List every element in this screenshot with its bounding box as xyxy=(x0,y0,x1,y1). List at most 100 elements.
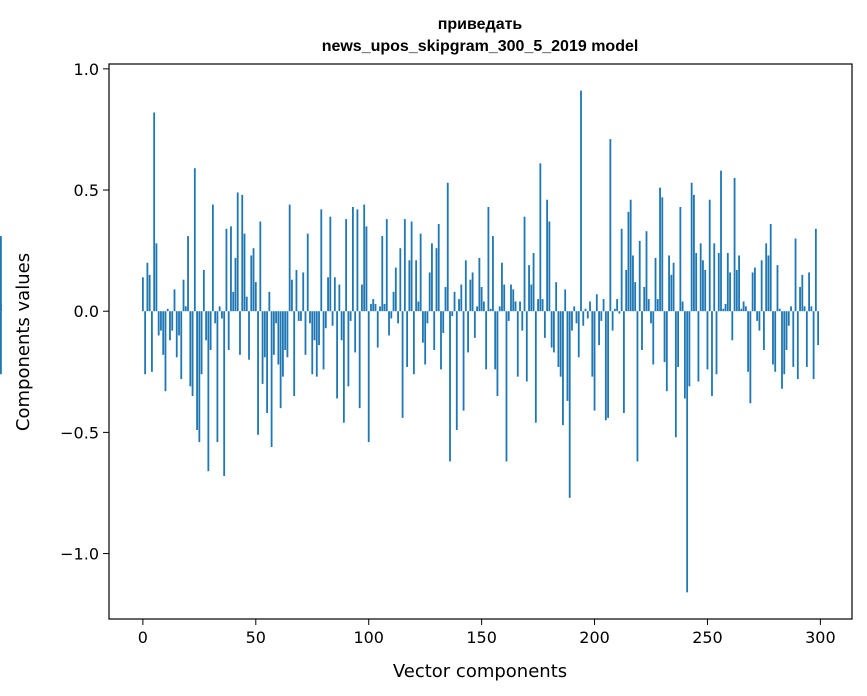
bar-128 xyxy=(431,243,433,312)
bar-129 xyxy=(433,311,436,350)
bar-132 xyxy=(440,311,442,370)
bar-295 xyxy=(808,272,810,312)
bar-33 xyxy=(216,311,219,443)
bar-246 xyxy=(697,311,700,382)
bar-28 xyxy=(205,311,208,341)
bar-202 xyxy=(598,311,600,346)
bar-174 xyxy=(534,311,537,423)
bar-184 xyxy=(557,311,560,367)
bar-1 xyxy=(144,311,147,375)
bar-178 xyxy=(543,311,546,338)
bar-177 xyxy=(541,299,544,312)
bar-157 xyxy=(496,311,499,397)
bar-226 xyxy=(652,311,655,365)
bar-287 xyxy=(790,306,792,312)
bar-102 xyxy=(372,299,375,312)
bar-82 xyxy=(327,277,329,312)
bar-195 xyxy=(582,311,585,326)
bar-46 xyxy=(245,296,248,312)
bar-12 xyxy=(169,311,171,341)
bar-13 xyxy=(171,311,174,331)
bar-85 xyxy=(333,277,336,312)
bar-274 xyxy=(760,260,763,312)
bar-44 xyxy=(241,194,244,312)
bar-10 xyxy=(164,311,167,392)
y-tick-label-4: −1.0 xyxy=(60,545,99,564)
bar-119 xyxy=(410,221,413,312)
bar-228 xyxy=(656,299,659,312)
bars xyxy=(0,90,820,593)
bar-171 xyxy=(528,265,530,312)
bar-104 xyxy=(376,311,379,348)
bar-153 xyxy=(487,206,490,312)
bar-214 xyxy=(625,270,628,312)
y-tick-label-3: −0.5 xyxy=(60,423,99,442)
bar-45 xyxy=(243,233,246,312)
bar-70 xyxy=(300,311,302,321)
bar-298 xyxy=(814,228,817,312)
bar-109 xyxy=(388,311,390,336)
bar-113 xyxy=(397,311,399,324)
bar-22 xyxy=(191,311,194,397)
x-tick-label-0: 0 xyxy=(138,628,148,647)
bar-84 xyxy=(331,311,334,326)
bar-96 xyxy=(358,311,361,409)
x-axis-ticks: 0 50 100 150 200 250 300 xyxy=(138,619,836,647)
bar-285 xyxy=(785,311,788,350)
bar-6 xyxy=(155,243,158,312)
bar-101 xyxy=(370,303,372,312)
bar-116 xyxy=(403,219,406,312)
bar-95 xyxy=(356,209,359,312)
bar-166 xyxy=(516,311,519,377)
bar-106 xyxy=(381,236,384,312)
bar-3 xyxy=(148,274,151,312)
bar-90 xyxy=(345,219,348,312)
bar-120 xyxy=(412,311,415,375)
bar-269 xyxy=(749,311,752,404)
bar-212 xyxy=(620,228,623,312)
bar-152 xyxy=(485,311,488,370)
bar-126 xyxy=(426,311,429,324)
bar-69 xyxy=(297,311,300,321)
bar-233 xyxy=(668,255,670,312)
bar-37 xyxy=(225,228,228,312)
bar-60 xyxy=(277,311,280,365)
bar-182 xyxy=(552,311,555,353)
bar-67 xyxy=(293,311,296,397)
bar-210 xyxy=(616,299,619,312)
bar-143 xyxy=(464,260,467,312)
bar-280 xyxy=(774,311,777,372)
bar-207 xyxy=(609,139,612,312)
bar-172 xyxy=(530,284,533,312)
bar-170 xyxy=(525,311,528,382)
bar-149 xyxy=(478,257,481,312)
bar-136 xyxy=(449,311,451,462)
bar-19 xyxy=(184,306,187,312)
bar-38 xyxy=(227,311,230,350)
bar-185 xyxy=(559,311,562,377)
bar-297 xyxy=(812,311,815,380)
bar-111 xyxy=(392,291,395,312)
bar-118 xyxy=(408,260,411,312)
bar-268 xyxy=(747,311,750,372)
bar-144 xyxy=(467,311,469,353)
chart-subtitle: news_upos_skipgram_300_5_2019 model xyxy=(322,38,639,55)
bar-189 xyxy=(568,311,571,498)
bar-156 xyxy=(494,311,497,370)
bar-36 xyxy=(223,311,226,477)
bar-208 xyxy=(611,311,614,331)
bar-237 xyxy=(677,311,680,367)
plot-area-frame xyxy=(108,63,853,620)
bar-80 xyxy=(322,311,325,370)
bar-117 xyxy=(406,311,409,367)
bar-232 xyxy=(665,311,668,392)
bar-92 xyxy=(349,311,352,321)
bar-147 xyxy=(473,311,476,338)
bar-197 xyxy=(586,311,589,319)
bar-65 xyxy=(288,204,291,312)
x-tick-label-50: 50 xyxy=(246,628,266,647)
bar-54 xyxy=(263,311,266,358)
bar-134 xyxy=(444,286,447,312)
bar-206 xyxy=(607,311,609,418)
bar-155 xyxy=(492,236,494,312)
